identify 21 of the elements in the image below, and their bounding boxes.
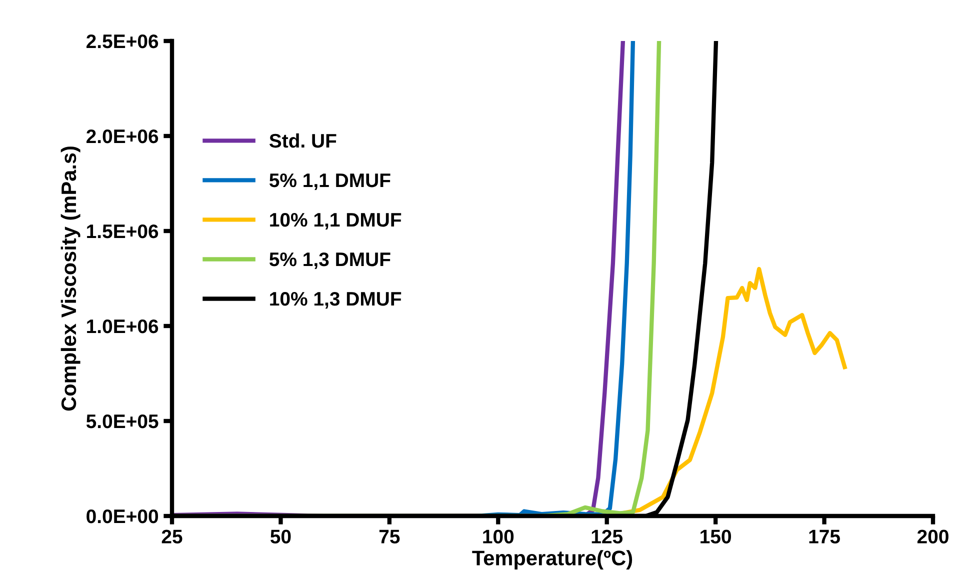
x-axis-title: Temperature(ºC) xyxy=(472,550,632,570)
y-tick-label: 1.5E+06 xyxy=(87,224,158,238)
x-tick-label: 50 xyxy=(270,530,291,544)
x-tick-label: 175 xyxy=(809,530,840,544)
y-tick-label: 1.0E+06 xyxy=(87,319,158,334)
legend-label: Std. UF xyxy=(269,133,336,148)
x-tick-label: 25 xyxy=(162,530,182,544)
x-tick-label: 150 xyxy=(700,530,731,544)
x-tick-label: 100 xyxy=(483,530,514,544)
y-tick-label: 2.5E+06 xyxy=(86,34,158,48)
y-tick-label: 5.0E+05 xyxy=(86,414,158,428)
legend-label: 10% 1,1 DMUF xyxy=(270,212,402,230)
legend-label: 5% 1,1 DMUF xyxy=(269,173,390,190)
legend-label: 10% 1,3 DMUF xyxy=(270,292,402,309)
y-tick-label: 0.0E+00 xyxy=(86,509,158,524)
x-tick-label: 75 xyxy=(379,530,400,544)
x-tick-label: 200 xyxy=(917,530,948,544)
y-tick-label: 2.0E+06 xyxy=(86,129,158,144)
legend-label: 5% 1,3 DMUF xyxy=(269,252,390,270)
x-tick-label: 125 xyxy=(592,530,623,544)
y-axis-title: Complex Viscosity (mPa.s) xyxy=(60,146,80,411)
